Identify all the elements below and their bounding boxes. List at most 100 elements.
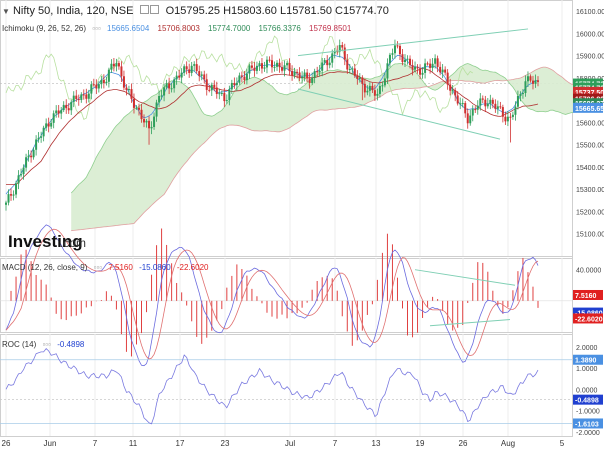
ohlc-high: H15803.60 — [223, 5, 277, 17]
candle-208 — [526, 71, 529, 87]
candle-112 — [286, 61, 289, 69]
investing-logo: Investing .com — [8, 232, 86, 251]
candle-14 — [40, 131, 43, 143]
candle-27 — [72, 91, 75, 108]
candle-114 — [291, 65, 294, 81]
candle-37 — [97, 81, 100, 93]
candle-17 — [47, 117, 50, 133]
candle-128 — [326, 55, 329, 71]
price-tick-2: 15900.00 — [576, 54, 604, 61]
candle-25 — [67, 103, 70, 114]
trendline-upper — [297, 28, 529, 57]
price-tick-5: 15600.00 — [576, 120, 604, 127]
candle-21 — [57, 105, 60, 118]
macd-tag-0: 7.5160 — [573, 289, 603, 300]
candle-195 — [494, 99, 497, 113]
chikou-span — [5, 35, 474, 120]
candle-59 — [153, 112, 156, 130]
candle-46 — [120, 61, 123, 83]
candle-130 — [331, 49, 334, 68]
candle-129 — [328, 56, 331, 69]
x-tick-12: 5 — [560, 439, 565, 448]
candle-206 — [521, 89, 524, 99]
candle-212 — [537, 76, 539, 87]
candle-44 — [115, 58, 118, 72]
candle-2 — [10, 188, 13, 201]
candle-131 — [333, 47, 336, 59]
candle-171 — [434, 54, 437, 69]
candle-96 — [245, 68, 248, 85]
roc-tag-text-2: -1.6103 — [575, 421, 599, 428]
pane-frames — [0, 0, 573, 437]
candlesticks — [5, 39, 539, 211]
candle-160 — [406, 55, 409, 65]
main-header: ▼ Nifty 50, India, 120, NSE O15795.25 H1… — [2, 5, 389, 17]
candle-151 — [383, 72, 386, 88]
macd-label: MACD (12, 26, close, 9) — [2, 263, 88, 272]
candle-204 — [516, 90, 519, 110]
candle-71 — [183, 64, 186, 77]
candle-0 — [5, 200, 7, 211]
candle-168 — [426, 61, 429, 66]
symbol-title: Nifty 50, India, 120, NSE — [12, 5, 134, 17]
candle-50 — [130, 83, 133, 103]
candle-142 — [361, 75, 364, 101]
candle-90 — [230, 79, 233, 95]
macd-tag-2: -22.6020 — [573, 313, 603, 324]
y-axis-labels: 16100.0016000.0015900.0015800.0015700.00… — [576, 9, 604, 437]
macd-value-1: -15.0860 — [139, 263, 171, 272]
candle-189 — [479, 93, 482, 111]
ohlc-close: C15774.70 — [335, 5, 389, 17]
candle-98 — [250, 60, 253, 71]
candle-197 — [499, 101, 502, 110]
candle-205 — [519, 91, 522, 102]
candle-150 — [381, 81, 384, 92]
candle-4 — [15, 180, 18, 199]
collapse-arrow-icon[interactable]: ▼ — [2, 7, 10, 16]
candle-47 — [122, 70, 125, 91]
macd-tick-0: 40.0000 — [576, 268, 601, 275]
ichimoku-tool-icons[interactable]: ▫▫▫ — [92, 24, 101, 33]
candle-153 — [388, 52, 391, 68]
price-tag-text-5: 15665.65 — [575, 106, 604, 113]
candle-135 — [343, 43, 346, 66]
ichimoku-cloud — [71, 63, 604, 231]
candle-63 — [163, 84, 166, 102]
candle-102 — [260, 57, 263, 74]
roc-tag-1: -0.4898 — [573, 394, 603, 405]
close-box-icon[interactable] — [149, 5, 159, 14]
candle-172 — [436, 55, 439, 73]
candle-72 — [185, 61, 188, 75]
candle-203 — [514, 101, 517, 121]
candle-52 — [135, 105, 138, 110]
candle-80 — [205, 73, 208, 96]
candle-40 — [105, 76, 108, 86]
roc-tool-icons[interactable]: ▫▫▫ — [42, 340, 51, 349]
candle-154 — [391, 48, 394, 60]
candle-23 — [62, 101, 65, 113]
candle-165 — [419, 64, 422, 80]
candle-136 — [346, 53, 349, 74]
candle-210 — [531, 75, 534, 90]
candle-123 — [313, 68, 316, 84]
candle-155 — [393, 39, 396, 59]
candle-45 — [117, 60, 120, 70]
senkou-span-b — [71, 66, 604, 232]
candle-193 — [489, 94, 492, 110]
candle-119 — [303, 69, 306, 82]
macd-tag-text-2: -22.6020 — [575, 316, 603, 323]
candle-118 — [301, 71, 304, 84]
candle-83 — [213, 80, 216, 92]
ichimoku-value-0: 15665.6504 — [107, 24, 150, 33]
roc-tick-4: -2.0000 — [576, 430, 600, 437]
candle-57 — [148, 116, 151, 145]
candle-81 — [208, 84, 211, 93]
macd-trendline-lower — [429, 319, 511, 327]
candle-87 — [223, 87, 226, 107]
settings-box-icon[interactable] — [139, 5, 149, 14]
candle-174 — [441, 64, 444, 79]
candle-161 — [409, 55, 412, 69]
candle-134 — [341, 41, 344, 50]
macd-tool-icons[interactable]: ▫▫▫ — [93, 263, 103, 272]
